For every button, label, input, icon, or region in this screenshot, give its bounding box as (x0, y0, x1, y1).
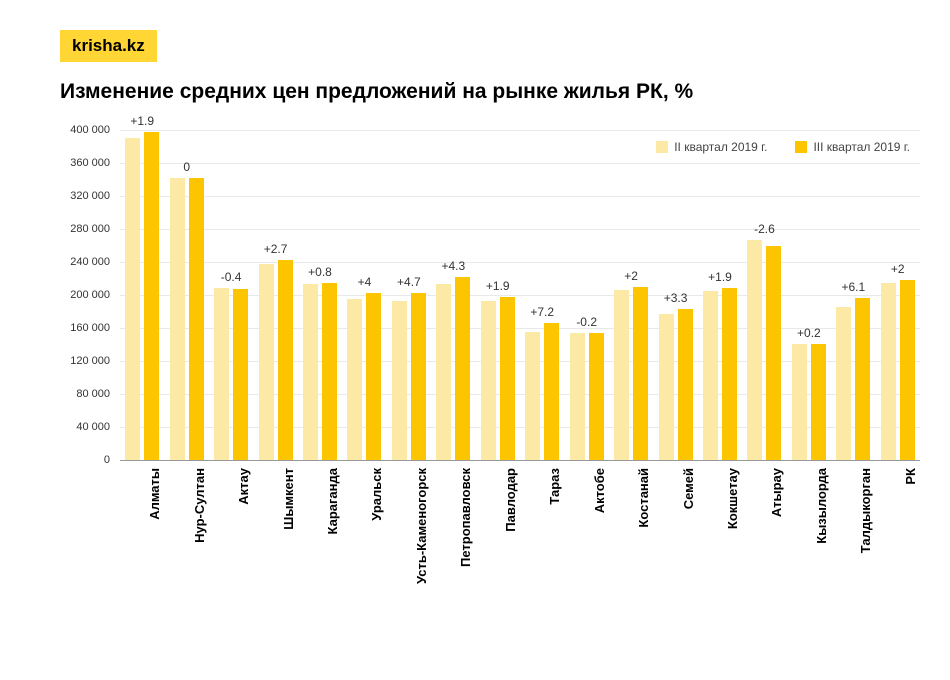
bar-group (792, 130, 826, 460)
x-label: Нур-Султан (192, 468, 207, 543)
x-label: Кокшетау (725, 468, 740, 529)
bar-q3 (322, 283, 337, 460)
bar-group (214, 130, 248, 460)
plot-area: II квартал 2019 г.III квартал 2019 г. +1… (120, 130, 920, 460)
x-label: Караганда (325, 468, 340, 534)
x-label: Алматы (147, 468, 162, 520)
bar-q3 (855, 298, 870, 460)
x-label: Тараз (547, 468, 562, 505)
bar-group (614, 130, 648, 460)
x-label: Кызылорда (814, 468, 829, 544)
gridline (120, 460, 920, 461)
x-label: Павлодар (503, 468, 518, 532)
bar-group (303, 130, 337, 460)
y-tick: 280 000 (70, 223, 110, 235)
x-label: Усть-Каменогорск (414, 468, 429, 584)
bar-q2 (125, 138, 140, 460)
x-label: Семей (681, 468, 696, 509)
bar-group (170, 130, 204, 460)
bar-group (881, 130, 915, 460)
y-tick: 120 000 (70, 355, 110, 367)
bar-group (836, 130, 870, 460)
bar-q3 (633, 287, 648, 460)
bar-q2 (481, 301, 496, 460)
y-tick: 360 000 (70, 157, 110, 169)
bar-group (392, 130, 426, 460)
bar-q2 (703, 291, 718, 460)
bar-q3 (189, 178, 204, 460)
bar-q3 (455, 277, 470, 460)
y-tick: 0 (104, 454, 110, 466)
bar-q3 (366, 293, 381, 460)
bar-q3 (811, 344, 826, 460)
chart-title: Изменение средних цен предложений на рын… (60, 80, 693, 104)
bar-q2 (792, 344, 807, 460)
y-tick: 200 000 (70, 289, 110, 301)
x-label: Талдыкорган (858, 468, 873, 553)
x-label: Уральск (369, 468, 384, 521)
bar-q3 (589, 333, 604, 460)
bar-group (570, 130, 604, 460)
bar-q2 (881, 283, 896, 460)
bar-group (659, 130, 693, 460)
brand-logo: krisha.kz (60, 30, 157, 62)
bar-q2 (659, 314, 674, 460)
bar-group (525, 130, 559, 460)
bar-q2 (436, 284, 451, 460)
x-label: Петропавловск (458, 468, 473, 567)
bar-group (259, 130, 293, 460)
bar-q2 (392, 301, 407, 460)
bar-group (125, 130, 159, 460)
y-tick: 80 000 (76, 388, 110, 400)
bar-q2 (614, 290, 629, 460)
bar-group (481, 130, 515, 460)
bar-q2 (836, 307, 851, 460)
x-label: Шымкент (281, 468, 296, 530)
bar-group (436, 130, 470, 460)
x-label: Актау (236, 468, 251, 505)
price-change-chart: 0 40 000 80 000 120 000 160 000 200 000 240 00… (60, 130, 920, 500)
bar-q3 (766, 246, 781, 461)
x-label: РК (903, 468, 918, 485)
x-label: Костанай (636, 468, 651, 528)
bar-q2 (570, 333, 585, 460)
bar-q3 (278, 260, 293, 460)
bar-group (747, 130, 781, 460)
bar-q2 (214, 288, 229, 460)
bar-q2 (170, 178, 185, 460)
y-tick: 240 000 (70, 256, 110, 268)
bar-q2 (525, 332, 540, 460)
bar-q3 (900, 280, 915, 460)
bar-q3 (544, 323, 559, 460)
bar-group (703, 130, 737, 460)
bar-q2 (303, 284, 318, 460)
bar-q3 (722, 288, 737, 460)
x-axis: Алматы Нур-Султан Актау Шымкент Караганда Ура… (120, 468, 920, 618)
bar-q3 (678, 309, 693, 460)
x-label: Атырау (769, 468, 784, 517)
bar-q3 (411, 293, 426, 460)
bar-q2 (347, 299, 362, 460)
pct-label: +1.9 (130, 114, 154, 128)
y-axis: 040 00080 000120 000160 000200 000240 00… (60, 130, 115, 460)
bar-q3 (233, 289, 248, 460)
brand-label: krisha.kz (72, 36, 145, 55)
x-label: Актобе (592, 468, 607, 513)
y-tick: 400 000 (70, 124, 110, 136)
y-tick: 160 000 (70, 322, 110, 334)
bar-q2 (259, 264, 274, 460)
bar-q2 (747, 240, 762, 460)
bar-q3 (144, 132, 159, 460)
y-tick: 40 000 (76, 421, 110, 433)
legend: II квартал 2019 г.III квартал 2019 г. (656, 140, 910, 154)
bar-q3 (500, 297, 515, 460)
bar-group (347, 130, 381, 460)
y-tick: 320 000 (70, 190, 110, 202)
